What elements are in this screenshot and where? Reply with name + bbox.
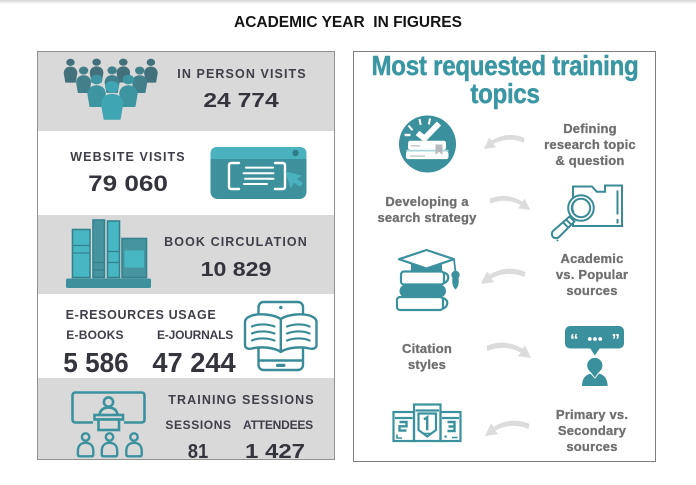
svg-text:”: ”: [612, 331, 621, 350]
svg-text:“: “: [570, 331, 579, 350]
